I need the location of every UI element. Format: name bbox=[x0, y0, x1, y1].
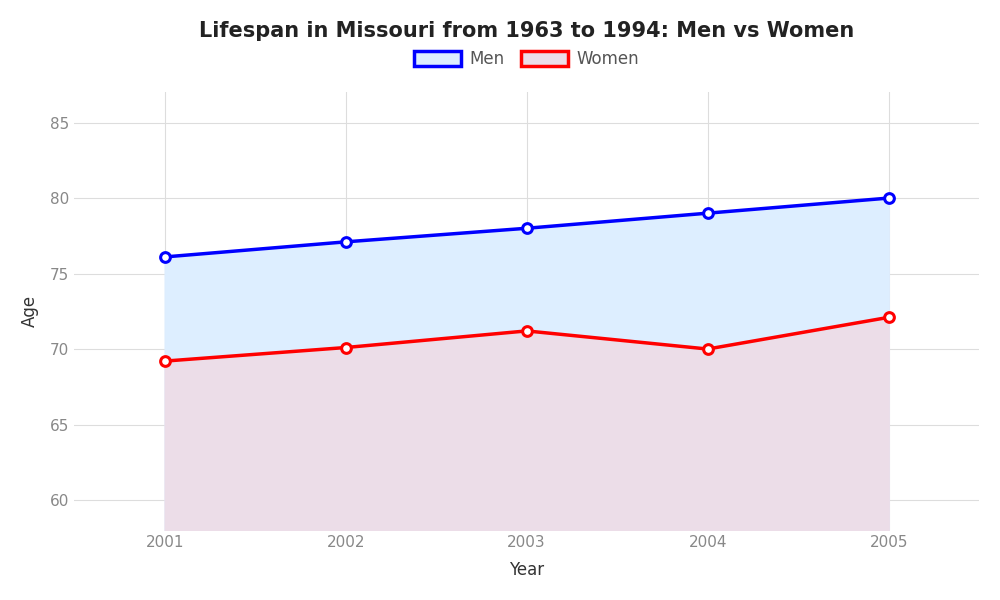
Title: Lifespan in Missouri from 1963 to 1994: Men vs Women: Lifespan in Missouri from 1963 to 1994: … bbox=[199, 21, 854, 41]
X-axis label: Year: Year bbox=[509, 561, 544, 579]
Legend: Men, Women: Men, Women bbox=[408, 44, 646, 75]
Y-axis label: Age: Age bbox=[21, 295, 39, 328]
